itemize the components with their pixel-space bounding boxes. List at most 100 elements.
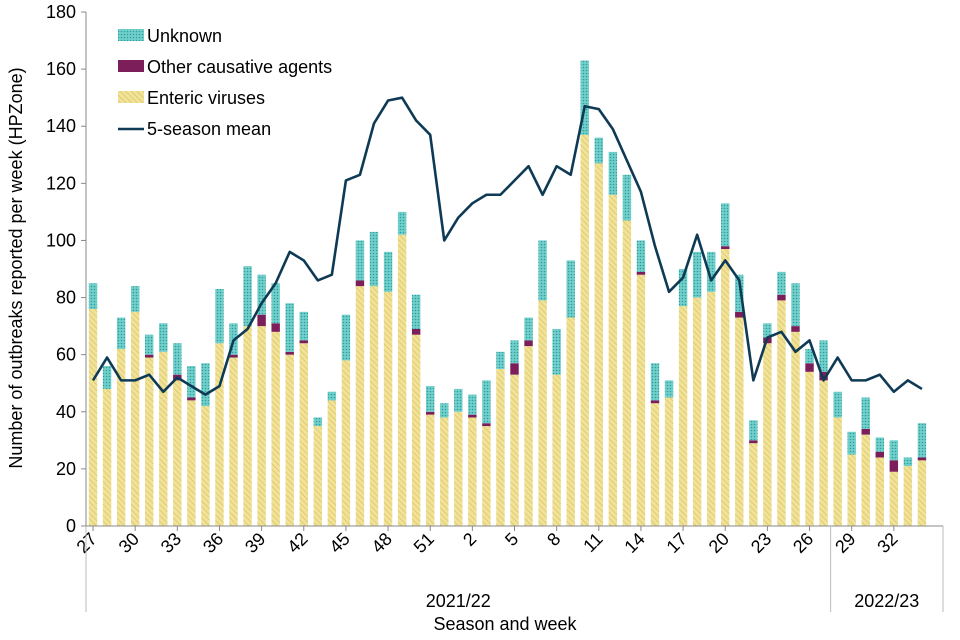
bar-unknown xyxy=(819,340,828,372)
bar-unknown xyxy=(187,366,196,398)
bar-enteric-viruses xyxy=(369,286,379,526)
bar-unknown xyxy=(917,423,927,458)
bar-enteric-viruses xyxy=(299,343,308,526)
bar-unknown xyxy=(692,251,702,298)
bar-unknown xyxy=(664,380,674,398)
bar-unknown xyxy=(383,251,393,292)
bar-enteric-viruses xyxy=(875,457,884,526)
bar-enteric-viruses xyxy=(468,417,477,526)
y-axis-label: Number of outbreaks reported per week (H… xyxy=(6,67,26,468)
y-tick-label: 160 xyxy=(46,59,76,79)
bar-enteric-viruses xyxy=(397,234,407,527)
bar-unknown xyxy=(903,457,913,467)
bar-unknown xyxy=(847,431,856,455)
x-tick-label: 36 xyxy=(199,529,227,557)
bar-enteric-viruses xyxy=(917,460,927,526)
bar-enteric-viruses xyxy=(130,311,140,526)
x-tick-label: 23 xyxy=(747,529,775,557)
bar-unknown xyxy=(510,340,519,364)
y-axis: 0 20 40 60 80 100 120 140 160 180 xyxy=(46,2,86,536)
bar-unknown xyxy=(622,174,632,221)
bar-enteric-viruses xyxy=(383,291,393,526)
bar-unknown xyxy=(791,283,800,327)
bar-enteric-viruses xyxy=(215,343,224,526)
bar-enteric-viruses xyxy=(355,286,365,526)
bar-other-causative-agents xyxy=(875,451,884,458)
bar-unknown xyxy=(116,317,126,349)
x-tick-label: 2 xyxy=(459,529,480,550)
bar-unknown xyxy=(201,363,210,407)
x-tick-label: 14 xyxy=(620,529,648,557)
bar-other-causative-agents xyxy=(749,440,758,444)
bar-other-causative-agents xyxy=(411,328,421,335)
bar-other-causative-agents xyxy=(271,323,280,332)
bar-unknown xyxy=(580,60,589,135)
bar-enteric-viruses xyxy=(847,454,856,526)
bar-unknown xyxy=(369,231,379,287)
bar-other-causative-agents xyxy=(299,340,308,344)
x-tick-label: 32 xyxy=(873,529,901,557)
bar-unknown xyxy=(145,334,154,355)
bar-unknown xyxy=(763,323,772,338)
bar-unknown xyxy=(777,271,786,295)
bar-unknown xyxy=(805,348,814,364)
bar-other-causative-agents xyxy=(145,354,154,358)
bar-enteric-viruses xyxy=(187,400,196,526)
bar-unknown xyxy=(636,240,646,272)
bar-other-causative-agents xyxy=(721,246,730,250)
bar-unknown xyxy=(355,240,365,281)
bar-enteric-viruses xyxy=(482,426,491,526)
bar-unknown xyxy=(566,260,575,318)
x-tick-label: 17 xyxy=(663,529,691,557)
y-tick-label: 140 xyxy=(46,116,76,136)
bar-enteric-viruses xyxy=(622,220,632,526)
bar-enteric-viruses xyxy=(257,326,266,526)
bar-unknown xyxy=(608,151,618,195)
legend-label-unknown: Unknown xyxy=(147,26,222,46)
bar-enteric-viruses xyxy=(749,443,758,526)
bar-other-causative-agents xyxy=(524,340,533,347)
bar-enteric-viruses xyxy=(664,397,674,526)
bar-other-causative-agents xyxy=(187,397,196,401)
bar-enteric-viruses xyxy=(440,417,449,526)
bar-unknown xyxy=(257,274,266,315)
bar-unknown xyxy=(313,417,323,427)
x-tick-label: 45 xyxy=(325,529,353,557)
bar-unknown xyxy=(440,403,449,418)
y-tick-label: 60 xyxy=(56,345,76,365)
bar-unknown xyxy=(454,388,463,412)
bar-enteric-viruses xyxy=(411,334,421,526)
bar-enteric-viruses xyxy=(763,343,772,526)
bar-enteric-viruses xyxy=(791,331,800,526)
bar-unknown xyxy=(538,240,547,301)
y-tick-label: 0 xyxy=(66,516,76,536)
season-label: 2021/22 xyxy=(426,591,491,611)
bar-other-causative-agents xyxy=(468,414,477,418)
bar-other-causative-agents xyxy=(510,363,519,375)
mean-line-layer xyxy=(91,96,923,396)
x-tick-label: 27 xyxy=(73,529,101,557)
y-tick-label: 20 xyxy=(56,459,76,479)
x-tick-label: 51 xyxy=(410,529,438,557)
bar-unknown xyxy=(215,288,224,344)
x-axis-label: Season and week xyxy=(433,614,577,634)
bar-unknown xyxy=(102,366,112,389)
bar-unknown xyxy=(173,343,182,375)
bar-other-causative-agents xyxy=(482,423,491,427)
bar-enteric-viruses xyxy=(594,163,604,526)
bar-enteric-viruses xyxy=(341,360,351,526)
bar-enteric-viruses xyxy=(735,317,744,526)
bar-enteric-viruses xyxy=(88,308,98,526)
bar-other-causative-agents xyxy=(819,371,828,381)
bar-unknown xyxy=(327,391,337,401)
bar-unknown xyxy=(552,328,561,375)
y-tick-label: 80 xyxy=(56,288,76,308)
y-tick-label: 100 xyxy=(46,230,76,250)
x-tick-label: 39 xyxy=(241,529,269,557)
bar-unknown xyxy=(735,274,744,312)
bar-unknown xyxy=(496,351,505,369)
bar-enteric-viruses xyxy=(285,354,294,526)
bar-other-causative-agents xyxy=(425,411,435,415)
bar-unknown xyxy=(861,397,870,429)
